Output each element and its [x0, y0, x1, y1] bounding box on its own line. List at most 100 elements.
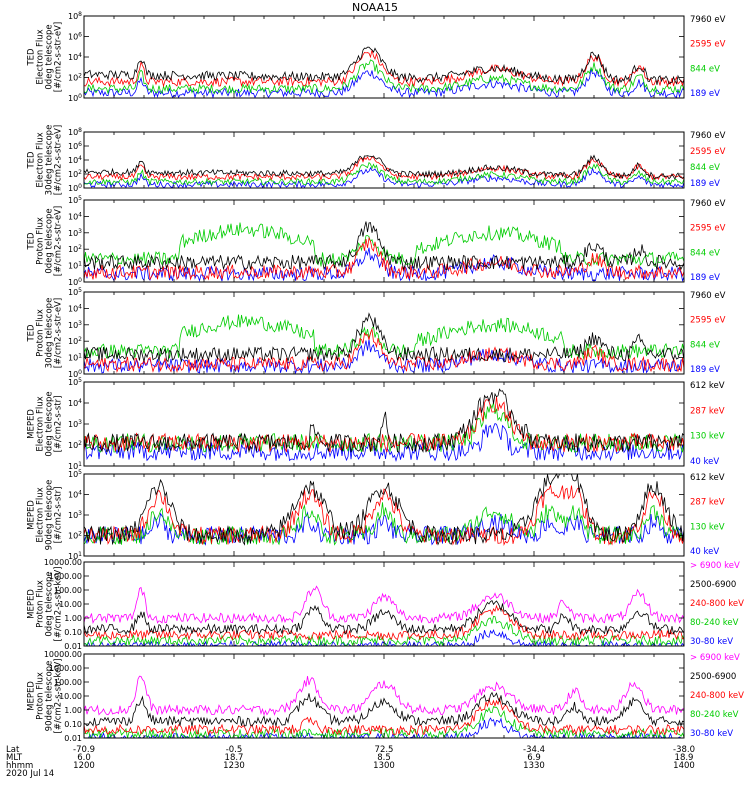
- panel-4: 100 101 102 103 104 105 TED Proton Flux 30deg te…: [27, 287, 726, 379]
- y-tick-label: 102: [68, 244, 82, 254]
- y-axis-label-line: Electron Flux: [36, 487, 46, 542]
- footer-hhmm: 1330: [523, 761, 545, 771]
- y-axis-label-line: TED: [27, 324, 37, 343]
- series-line-5-3: [83, 402, 685, 453]
- series-line-7-1: [83, 585, 685, 625]
- y-axis-label-line: 30deg telescope: [45, 125, 55, 196]
- series-line-2-1: [83, 154, 685, 180]
- panel-3: 100 101 102 103 104 105 TED Proton Flux 0deg tel…: [27, 195, 726, 287]
- series-line-5-4: [83, 422, 685, 463]
- y-axis-label-line: [#/cm2-s-str-eV]: [54, 125, 64, 195]
- y-axis-label-line: 90deg telescope: [45, 480, 55, 551]
- y-tick-label: 100: [68, 369, 82, 379]
- y-tick-label: 100: [68, 277, 82, 287]
- y-axis-label-line: [#/cm2-s-str-keV]: [54, 659, 64, 734]
- y-axis-label-line: TED: [27, 151, 37, 170]
- y-tick-label: 102: [68, 73, 82, 83]
- series-line-7-3: [83, 604, 685, 641]
- y-tick-label: 1000.00: [49, 664, 82, 673]
- series-line-6-3: [83, 502, 685, 546]
- footer-lat: 72.5: [375, 745, 394, 755]
- footer-row-label: Lat: [6, 745, 20, 755]
- legend-entry: 2500-6900: [690, 580, 736, 590]
- y-tick-label: 102: [68, 440, 82, 450]
- legend-entry: > 6900 keV: [690, 561, 740, 571]
- y-axis-label-line: 0deg telescope: [45, 571, 55, 636]
- y-axis-label: TED Proton Flux 0deg telescope [#/cm2-s-str…: [27, 206, 64, 276]
- y-tick-label: 100.00: [54, 678, 82, 687]
- legend-entry: 189 eV: [690, 179, 720, 189]
- y-axis-label-line: TED: [27, 48, 37, 67]
- y-tick-label: 103: [68, 228, 82, 238]
- footer-hhmm: 1230: [223, 761, 245, 771]
- y-tick-label: 101: [68, 551, 82, 561]
- panel-5: 101 102 103 104 105 MEPED Electron Flux 0deg te…: [27, 377, 725, 471]
- y-axis-label: MEPED Electron Flux 90deg telescope [#/cm2-…: [27, 480, 64, 551]
- legend-entry: 7960 eV: [690, 291, 726, 301]
- y-tick-label: 105: [68, 377, 82, 387]
- y-tick-label: 106: [68, 32, 82, 42]
- y-axis-label-line: 0deg telescope: [45, 391, 55, 456]
- y-tick-label: 104: [68, 398, 82, 408]
- legend-entry: 2500-6900: [690, 672, 736, 682]
- legend-entry: 844 eV: [690, 340, 720, 350]
- footer-row-label: 2020 Jul 14: [6, 769, 54, 779]
- y-axis-label-line: Electron Flux: [36, 396, 46, 451]
- y-tick-label: 105: [68, 469, 82, 479]
- y-axis-label-line: [#/cm2-s-str-eV]: [54, 22, 64, 92]
- y-tick-label: 10000.00: [44, 558, 82, 567]
- footer-lat: -38.0: [673, 745, 695, 755]
- series-line-1-2: [83, 49, 685, 88]
- legend-entry: 80-240 keV: [690, 618, 739, 628]
- y-axis-label-line: 0deg telescope: [45, 208, 55, 273]
- y-tick-label: 102: [68, 336, 82, 346]
- plot-frame: [83, 15, 685, 99]
- chart-title: NOAA15: [351, 1, 399, 14]
- y-tick-label: 1.00: [64, 706, 82, 715]
- panel-6: 101 102 103 104 105 MEPED Electron Flux 90deg t…: [27, 469, 725, 561]
- y-axis-label-line: MEPED: [27, 500, 37, 530]
- y-axis-label-line: 30deg telescope: [45, 298, 55, 369]
- y-tick-label: 0.10: [64, 720, 82, 729]
- series-line-4-1: [83, 312, 685, 364]
- series-line-2-3: [83, 161, 685, 187]
- legend-entry: 2595 eV: [690, 40, 726, 50]
- y-axis-label-line: [#/cm2-s-str]: [54, 396, 64, 453]
- y-axis-label: TED Electron Flux 0deg telescope [#/cm2-s-s…: [27, 22, 64, 92]
- y-tick-label: 10000.00: [44, 650, 82, 659]
- y-tick-label: 104: [68, 490, 82, 500]
- y-tick-label: 0.10: [64, 628, 82, 637]
- footer-lat: -0.5: [226, 745, 243, 755]
- footer-lat: -70.9: [73, 745, 95, 755]
- legend-entry: 287 keV: [690, 498, 725, 508]
- y-tick-label: 10.00: [59, 600, 82, 609]
- series-line-7-2: [83, 600, 685, 636]
- y-tick-label: 103: [68, 320, 82, 330]
- y-axis-label: MEPED Proton Flux 90deg telescope [#/cm2-s-…: [27, 659, 64, 734]
- legend-entry: 189 eV: [690, 273, 720, 283]
- legend-entry: 130 keV: [690, 522, 725, 532]
- y-axis-label-line: Proton Flux: [36, 580, 46, 628]
- y-tick-label: 1.00: [64, 614, 82, 623]
- footer-row-label: MLT: [6, 753, 23, 763]
- y-axis-label-line: 0deg telescope: [45, 24, 55, 89]
- legend-entry: 844 eV: [690, 64, 720, 74]
- legend-entry: 7960 eV: [690, 131, 726, 141]
- y-axis-label-line: [#/cm2-s-str-eV]: [54, 206, 64, 276]
- legend-entry: 844 eV: [690, 163, 720, 173]
- y-axis-label-line: [#/cm2-s-str]: [54, 487, 64, 544]
- legend-entry: 240-800 keV: [690, 599, 744, 609]
- footer-mlt: 18.7: [225, 753, 244, 763]
- legend-entry: 612 keV: [690, 381, 725, 391]
- legend-entry: 130 keV: [690, 432, 725, 442]
- footer-mlt: 18.9: [675, 753, 694, 763]
- y-tick-label: 101: [68, 461, 82, 471]
- footer-mlt: 8.5: [377, 753, 391, 763]
- legend-entry: 7960 eV: [690, 199, 726, 209]
- series-line-1-4: [83, 69, 685, 99]
- legend-entry: 612 keV: [690, 473, 725, 483]
- y-tick-label: 103: [68, 419, 82, 429]
- y-axis-label-line: Proton Flux: [36, 309, 46, 357]
- y-tick-label: 0.01: [64, 642, 82, 651]
